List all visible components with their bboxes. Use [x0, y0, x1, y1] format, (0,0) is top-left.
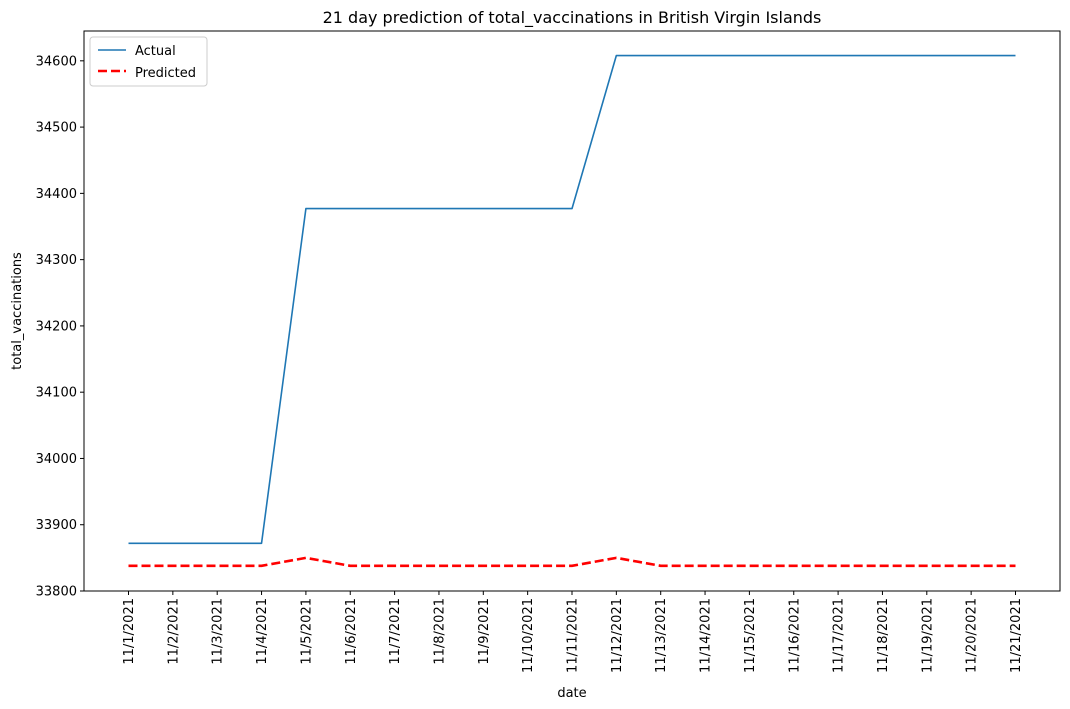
x-tick-label: 11/1/2021	[122, 598, 137, 665]
y-tick-label: 34500	[36, 121, 77, 136]
y-tick-label: 34400	[36, 187, 77, 202]
x-tick-label: 11/8/2021	[432, 598, 447, 665]
x-tick-label: 11/17/2021	[832, 598, 847, 673]
y-tick-label: 34100	[36, 386, 77, 401]
x-tick-label: 11/20/2021	[965, 598, 980, 673]
y-tick-label: 34300	[36, 253, 77, 268]
x-tick-label: 11/11/2021	[566, 598, 581, 673]
x-tick-label: 11/13/2021	[654, 598, 669, 673]
legend: Actual Predicted	[89, 36, 208, 87]
x-tick-label: 11/12/2021	[610, 598, 625, 673]
x-tick-label: 11/14/2021	[699, 598, 714, 673]
x-axis: 11/1/2021 11/2/2021 11/3/2021 11/4/2021 11/5…	[122, 591, 1024, 673]
x-tick-label: 11/2/2021	[166, 598, 181, 665]
y-tick-label: 34200	[36, 319, 77, 334]
y-tick-label: 33800	[36, 585, 77, 600]
y-axis-label: total_vaccinations	[10, 252, 25, 370]
x-tick-label: 11/16/2021	[787, 598, 802, 673]
x-tick-label: 11/6/2021	[344, 598, 359, 665]
x-tick-label: 11/18/2021	[876, 598, 891, 673]
y-tick-label: 34000	[36, 452, 77, 467]
x-tick-label: 11/19/2021	[920, 598, 935, 673]
legend-label-predicted: Predicted	[135, 66, 196, 81]
series-layer	[128, 54, 1016, 568]
x-tick-label: 11/9/2021	[477, 598, 492, 665]
x-tick-label: 11/7/2021	[388, 598, 403, 665]
x-tick-label: 11/4/2021	[255, 598, 270, 665]
series-line-actual	[128, 54, 1016, 545]
legend-label-actual: Actual	[135, 44, 176, 59]
x-tick-label: 11/10/2021	[521, 598, 536, 673]
chart-title: 21 day prediction of total_vaccinations …	[323, 8, 822, 28]
x-tick-label: 11/15/2021	[743, 598, 758, 673]
y-axis: 33800 33900 34000 34100 34200 34300 34400 34500…	[36, 54, 84, 600]
x-tick-label: 11/3/2021	[211, 598, 226, 665]
series-line-predicted	[128, 556, 1016, 568]
x-tick-label: 11/5/2021	[299, 598, 314, 665]
plot-area	[83, 30, 1061, 592]
x-tick-label: 11/21/2021	[1009, 598, 1024, 673]
x-axis-label: date	[557, 686, 586, 701]
y-tick-label: 33900	[36, 518, 77, 533]
y-tick-label: 34600	[36, 54, 77, 69]
